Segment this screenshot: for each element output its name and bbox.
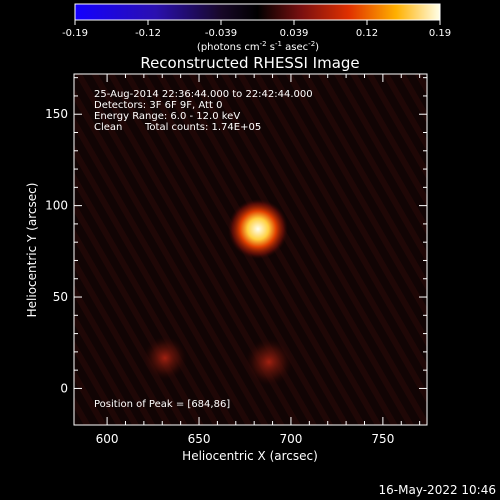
- colorbar-ticks: -0.19 -0.12 -0.039 0.039 0.12 0.19: [62, 20, 451, 39]
- colorbar-tick-label: -0.19: [62, 28, 88, 39]
- peak-position-text: Position of Peak = [684,86]: [94, 399, 230, 410]
- colorbar: [74, 3, 441, 21]
- x-tick-label: 650: [188, 432, 211, 446]
- colorbar-tick-label: 0.12: [356, 28, 378, 39]
- y-tick-label: 100: [45, 199, 68, 213]
- x-tick-label: 750: [371, 432, 394, 446]
- colorbar-tick-label: -0.12: [135, 28, 161, 39]
- info-time-range: 25-Aug-2014 22:36:44.000 to 22:42:44.000: [94, 89, 313, 100]
- colorbar-tick-label: 0.039: [280, 28, 309, 39]
- y-tick-label: 150: [45, 107, 68, 121]
- axes: 600 650 700 750 0 50 100 150: [45, 74, 427, 446]
- chart-title: Reconstructed RHESSI Image: [140, 54, 359, 72]
- footer-date: 16-May-2022 10:46: [379, 483, 496, 497]
- info-clean-label: Clean: [94, 122, 122, 133]
- colorbar-unit: (photons cm-2 s-1 asec-2): [197, 40, 319, 53]
- info-detectors: Detectors: 3F 6F 9F, Att 0: [94, 100, 222, 111]
- secondary-source: [245, 338, 293, 386]
- y-tick-label: 50: [53, 290, 68, 304]
- info-energy: Energy Range: 6.0 - 12.0 keV: [94, 111, 240, 122]
- x-tick-label: 700: [279, 432, 302, 446]
- x-axis-label: Heliocentric X (arcsec): [182, 449, 318, 463]
- y-axis-label: Heliocentric Y (arcsec): [25, 183, 39, 318]
- secondary-source: [143, 336, 187, 380]
- image-area: [74, 74, 427, 425]
- info-total-counts: Total counts: 1.74E+05: [144, 122, 261, 133]
- colorbar-tick-label: 0.19: [429, 28, 451, 39]
- x-tick-label: 600: [96, 432, 119, 446]
- peak-source: [228, 199, 288, 259]
- plot-frame: [73, 73, 428, 426]
- y-tick-label: 0: [60, 381, 68, 395]
- colorbar-tick-label: -0.039: [205, 28, 237, 39]
